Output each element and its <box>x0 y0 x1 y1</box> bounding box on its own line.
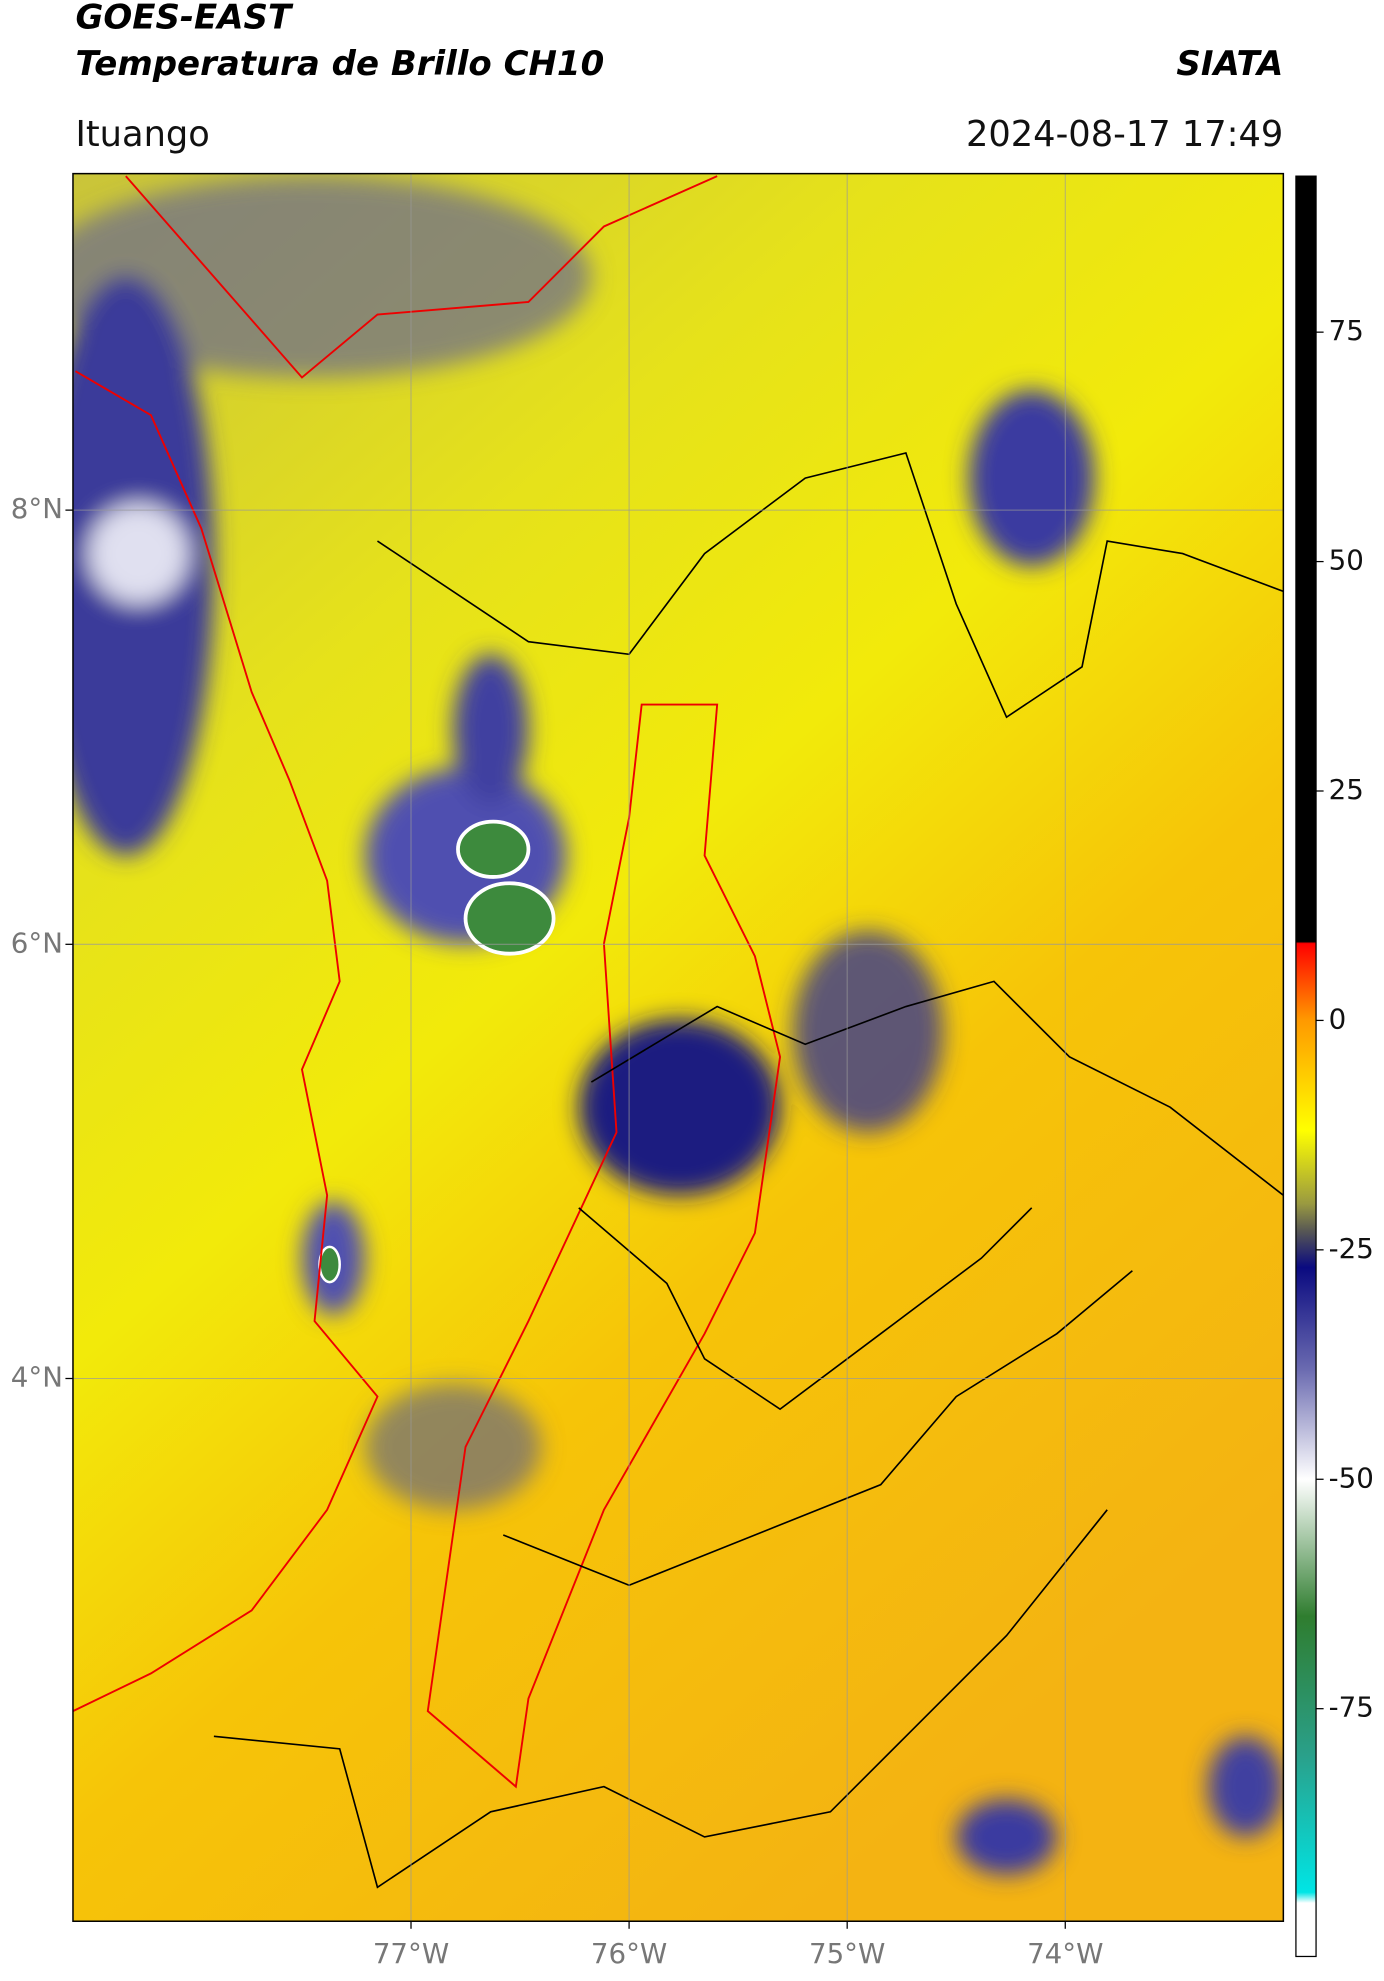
map-frame <box>72 172 1285 1922</box>
colorbar <box>1295 175 1317 1958</box>
x-tick-label: 76°W <box>591 1937 667 1970</box>
x-tick-label: 77°W <box>373 1937 449 1970</box>
y-tick-label: 6°N <box>11 926 63 959</box>
colorbar-tick-label: 50 <box>1329 544 1364 577</box>
y-tick-label: 8°N <box>11 492 63 525</box>
colorbar-tick-label: 25 <box>1329 773 1364 806</box>
location: Ituango <box>75 114 209 155</box>
source: SIATA <box>1176 44 1283 84</box>
x-tick-label: 75°W <box>809 1937 885 1970</box>
datetime: 2024-08-17 17:49 <box>966 114 1283 155</box>
colorbar-tick-label: -75 <box>1329 1691 1374 1724</box>
colorbar-tick-label: -25 <box>1329 1232 1374 1265</box>
title: GOES-EAST <box>75 0 293 37</box>
colorbar-tick-label: 0 <box>1329 1002 1347 1035</box>
y-tick-label: 4°N <box>11 1361 63 1394</box>
colorbar-tick-label: 75 <box>1329 314 1364 347</box>
grid <box>72 173 1284 1922</box>
subtitle: Temperatura de Brillo CH10 <box>75 44 604 84</box>
x-tick-label: 74°W <box>1027 1937 1103 1970</box>
satellite-image <box>72 173 1284 1922</box>
colorbar-tick-label: -50 <box>1329 1461 1374 1494</box>
